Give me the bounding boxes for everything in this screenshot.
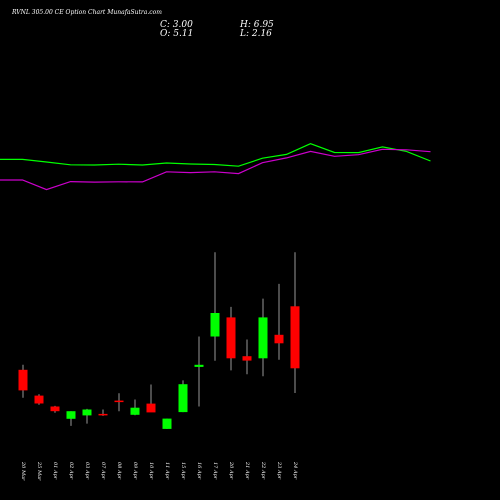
- x-tick-label: 20 Apr: [228, 461, 234, 480]
- low-value: L: 2.16: [240, 29, 272, 39]
- candle-body: [226, 317, 236, 359]
- candle-body: [242, 356, 252, 361]
- candle-body: [82, 409, 92, 416]
- candle-body: [258, 317, 268, 359]
- x-tick-label: 16 Apr: [196, 462, 202, 480]
- x-tick-label: 15 Apr: [180, 462, 186, 480]
- x-tick-label: 25 Mar: [36, 461, 42, 481]
- candle-body: [210, 313, 220, 337]
- x-tick-label: 08 Apr: [116, 462, 122, 480]
- x-tick-label: 23 Apr: [276, 461, 282, 480]
- x-tick-label: 22 Apr: [260, 461, 266, 480]
- candle-body: [178, 384, 188, 413]
- candle-body: [146, 403, 156, 413]
- high-value: H: 6.95: [240, 20, 274, 30]
- x-tick-label: 02 Apr: [68, 462, 74, 480]
- x-tick-label: 24 Apr: [292, 461, 298, 480]
- candle-body: [162, 418, 172, 429]
- overlay-line-1: [0, 143, 431, 167]
- candle-body: [130, 407, 140, 415]
- x-tick-label: 03 Apr: [84, 462, 90, 480]
- x-tick-label: 10 Apr: [148, 462, 154, 480]
- x-tick-label: 20 Mar: [20, 461, 26, 481]
- candle-body: [34, 395, 44, 404]
- open-value: O: 5.11: [160, 29, 194, 39]
- candle-body: [274, 334, 284, 344]
- candle-body: [194, 364, 204, 367]
- overlay-line-2: [0, 148, 431, 191]
- candle-body: [290, 306, 300, 369]
- x-tick-label: 21 Apr: [244, 461, 250, 480]
- candle-body: [18, 369, 28, 391]
- candle-body: [98, 413, 108, 416]
- x-tick-label: 09 Apr: [132, 462, 138, 480]
- candle-body: [114, 400, 124, 403]
- candle-body: [66, 411, 76, 419]
- x-tick-label: 11 Apr: [164, 462, 170, 480]
- x-tick-label: 17 Apr: [212, 462, 218, 480]
- x-tick-label: 01 Apr: [52, 462, 58, 480]
- candle-body: [50, 406, 60, 412]
- x-tick-label: 07 Apr: [100, 462, 106, 480]
- chart-title: RVNL 305.00 CE Option Chart MunafaSutra.…: [12, 9, 162, 16]
- close-value: C: 3.00: [160, 20, 193, 30]
